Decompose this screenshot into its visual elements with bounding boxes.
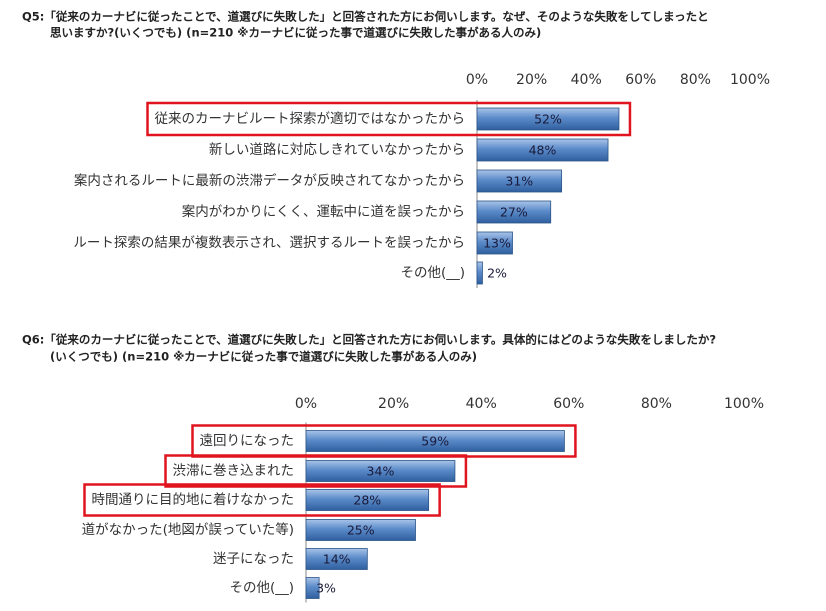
x-tick-label: 60%: [625, 72, 656, 88]
chart-title: 思いますか?(いくつでも) (n=210 ※カーナビに従った事で道選びに失敗した…: [50, 26, 541, 40]
category-label: 道がなかった(地図が誤っていた等): [82, 521, 294, 538]
category-label: 渋滞に巻き込まれた: [173, 463, 295, 479]
value-label: 34%: [367, 464, 395, 479]
chart-title: Q6:「従来のカーナビに従ったことで、道選びに失敗した」と回答された方にお伺いし…: [22, 333, 716, 347]
x-tick-label: 80%: [680, 72, 711, 88]
bar: [305, 430, 565, 452]
value-label: 2%: [487, 266, 507, 281]
x-tick-label: 20%: [378, 396, 409, 412]
bar: [476, 169, 563, 193]
bar: [305, 489, 430, 511]
value-label: 13%: [483, 236, 511, 251]
category-label: その他(__): [400, 265, 465, 281]
category-label: ルート探索の結果が複数表示され、選択するルートを誤ったから: [73, 234, 465, 251]
value-label: 48%: [529, 143, 557, 158]
value-label: 52%: [534, 112, 562, 127]
value-label: 28%: [353, 493, 381, 508]
value-label: 14%: [323, 552, 351, 567]
category-label: 案内がわかりにくく、運転中に道を誤ったから: [182, 203, 465, 220]
bar: [476, 107, 620, 131]
chart-title: (いくつでも) (n=210 ※カーナビに従った事で道選びに失敗した事がある人の…: [50, 350, 477, 364]
x-tick-label: 40%: [571, 72, 602, 88]
category-label: 案内されるルートに最新の渋滞データが反映されてなかったから: [74, 172, 465, 189]
value-label: 27%: [500, 205, 528, 220]
x-tick-label: 0%: [466, 72, 488, 88]
bar: [305, 577, 320, 599]
highlight-box: [164, 454, 468, 488]
bar: [476, 200, 552, 224]
x-tick-label: 80%: [641, 396, 672, 412]
bar: [476, 231, 513, 255]
chart-title: Q5:「従来のカーナビに従ったことで、道選びに失敗した」と回答された方にお伺いし…: [22, 10, 709, 24]
bar: [305, 519, 416, 541]
x-tick-label: 40%: [466, 396, 497, 412]
highlight-box: [83, 483, 441, 517]
highlight-box: [146, 101, 632, 137]
category-label: その他(__): [229, 580, 294, 596]
value-label: 3%: [316, 581, 336, 596]
value-label: 25%: [347, 523, 375, 538]
category-label: 新しい道路に対応しきれていなかったから: [209, 142, 465, 158]
category-label: 時間通りに目的地に着けなかった: [92, 491, 295, 508]
x-tick-label: 100%: [724, 396, 764, 412]
x-tick-label: 100%: [730, 72, 770, 88]
bar: [476, 138, 609, 162]
x-tick-label: 0%: [295, 396, 317, 412]
category-label: 迷子になった: [213, 551, 294, 567]
bar: [476, 261, 483, 285]
bar: [305, 548, 368, 570]
category-label: 遠回りになった: [200, 433, 295, 449]
bar: [305, 460, 456, 482]
x-tick-label: 20%: [516, 72, 547, 88]
value-label: 59%: [421, 434, 449, 449]
category-label: 従来のカーナビルート探索が適切ではなかったから: [155, 110, 466, 127]
value-label: 31%: [505, 174, 533, 189]
x-tick-label: 60%: [553, 396, 584, 412]
